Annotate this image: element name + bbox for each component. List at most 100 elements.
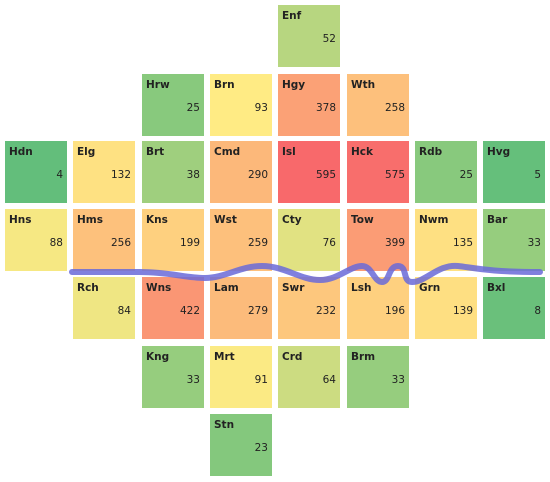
tile-wns: Wns 422 xyxy=(142,277,204,339)
tile-label: Wth xyxy=(351,79,375,91)
tile-value: 25 xyxy=(460,169,473,181)
tile-label: Swr xyxy=(282,282,305,294)
tile-label: Hgy xyxy=(282,79,305,91)
tile-label: Isl xyxy=(282,146,296,158)
tile-value: 595 xyxy=(316,169,336,181)
tile-label: Rdb xyxy=(419,146,443,158)
tile-value: 76 xyxy=(323,237,337,249)
tile-value: 132 xyxy=(111,169,131,181)
tile-value: 139 xyxy=(453,305,473,317)
tile-hgy: Hgy 378 xyxy=(278,74,340,136)
tile-hms: Hms 256 xyxy=(73,209,135,271)
tile-label: Hck xyxy=(351,146,374,158)
tile-label: Mrt xyxy=(214,351,235,363)
tile-rect xyxy=(483,141,545,203)
tile-value: 52 xyxy=(323,33,336,45)
tile-label: Brn xyxy=(214,79,235,91)
tile-label: Hns xyxy=(9,214,32,226)
tile-value: 422 xyxy=(180,305,200,317)
tile-kng: Kng 33 xyxy=(142,346,204,408)
tile-value: 64 xyxy=(323,374,337,386)
tile-label: Hvg xyxy=(487,146,510,158)
tile-rect xyxy=(142,346,204,408)
tile-rect xyxy=(210,74,272,136)
tile-label: Elg xyxy=(77,146,95,158)
river-thames-line xyxy=(69,262,543,285)
tile-value: 23 xyxy=(255,442,268,454)
tile-rect xyxy=(415,277,477,339)
tile-wth: Wth 258 xyxy=(347,74,409,136)
tile-value: 258 xyxy=(385,102,405,114)
tile-swr: Swr 232 xyxy=(278,277,340,339)
tile-label: Nwm xyxy=(419,214,448,226)
tile-rect xyxy=(210,209,272,271)
tile-rect xyxy=(347,346,409,408)
tile-value: 5 xyxy=(534,169,541,181)
tile-value: 378 xyxy=(316,102,336,114)
tile-value: 8 xyxy=(534,305,541,317)
tile-label: Hdn xyxy=(9,146,33,158)
tile-label: Wst xyxy=(214,214,237,226)
tile-rect xyxy=(278,141,340,203)
tile-brt: Brt 38 xyxy=(142,141,204,203)
tile-wst: Wst 259 xyxy=(210,209,272,271)
tile-label: Tow xyxy=(351,214,374,226)
tile-rect xyxy=(278,346,340,408)
tile-bar: Bar 33 xyxy=(483,209,545,271)
tile-rdb: Rdb 25 xyxy=(415,141,477,203)
tile-rect xyxy=(142,209,204,271)
tile-rect xyxy=(210,346,272,408)
tile-value: 88 xyxy=(50,237,63,249)
tile-rect xyxy=(210,277,272,339)
tile-rect xyxy=(347,277,409,339)
tile-rect xyxy=(278,277,340,339)
tile-rect xyxy=(73,209,135,271)
tile-label: Brt xyxy=(146,146,164,158)
tile-value: 33 xyxy=(392,374,405,386)
tile-rect xyxy=(278,5,340,67)
tile-rect xyxy=(210,141,272,203)
tile-rect xyxy=(347,141,409,203)
tile-rect xyxy=(278,209,340,271)
tile-label: Lam xyxy=(214,282,239,294)
tile-value: 575 xyxy=(385,169,405,181)
tile-brm: Brm 33 xyxy=(347,346,409,408)
tile-label: Bxl xyxy=(487,282,505,294)
tile-layer: Enf52Hrw25Brn93Hgy378Wth258Hdn4Elg132Brt… xyxy=(5,5,545,476)
tile-label: Hrw xyxy=(146,79,170,91)
tile-value: 399 xyxy=(385,237,405,249)
tile-grn: Grn 139 xyxy=(415,277,477,339)
tile-hck: Hck 575 xyxy=(347,141,409,203)
tile-lsh: Lsh 196 xyxy=(347,277,409,339)
tile-value: 93 xyxy=(255,102,268,114)
tile-bxl: Bxl 8 xyxy=(483,277,545,339)
tile-value: 290 xyxy=(248,169,268,181)
tile-rect xyxy=(210,414,272,476)
tile-hns: Hns 88 xyxy=(5,209,67,271)
tile-value: 259 xyxy=(248,237,268,249)
tile-brn: Brn 93 xyxy=(210,74,272,136)
tile-value: 256 xyxy=(111,237,131,249)
tile-cmd: Cmd 290 xyxy=(210,141,272,203)
tile-isl: Isl 595 xyxy=(278,141,340,203)
tile-kns: Kns 199 xyxy=(142,209,204,271)
tile-value: 135 xyxy=(453,237,473,249)
tile-cty: Cty 76 xyxy=(278,209,340,271)
tile-value: 196 xyxy=(385,305,405,317)
tile-rect xyxy=(278,74,340,136)
tile-rect xyxy=(483,209,545,271)
tile-label: Hms xyxy=(77,214,103,226)
tile-value: 232 xyxy=(316,305,336,317)
tile-rect xyxy=(5,209,67,271)
tile-label: Stn xyxy=(214,419,234,431)
tile-label: Bar xyxy=(487,214,508,226)
tile-rect xyxy=(415,209,477,271)
tile-rect xyxy=(415,141,477,203)
tile-elg: Elg 132 xyxy=(73,141,135,203)
tile-rect xyxy=(73,277,135,339)
tile-rect xyxy=(347,209,409,271)
tile-value: 279 xyxy=(248,305,268,317)
tile-rect xyxy=(483,277,545,339)
tile-label: Rch xyxy=(77,282,99,294)
